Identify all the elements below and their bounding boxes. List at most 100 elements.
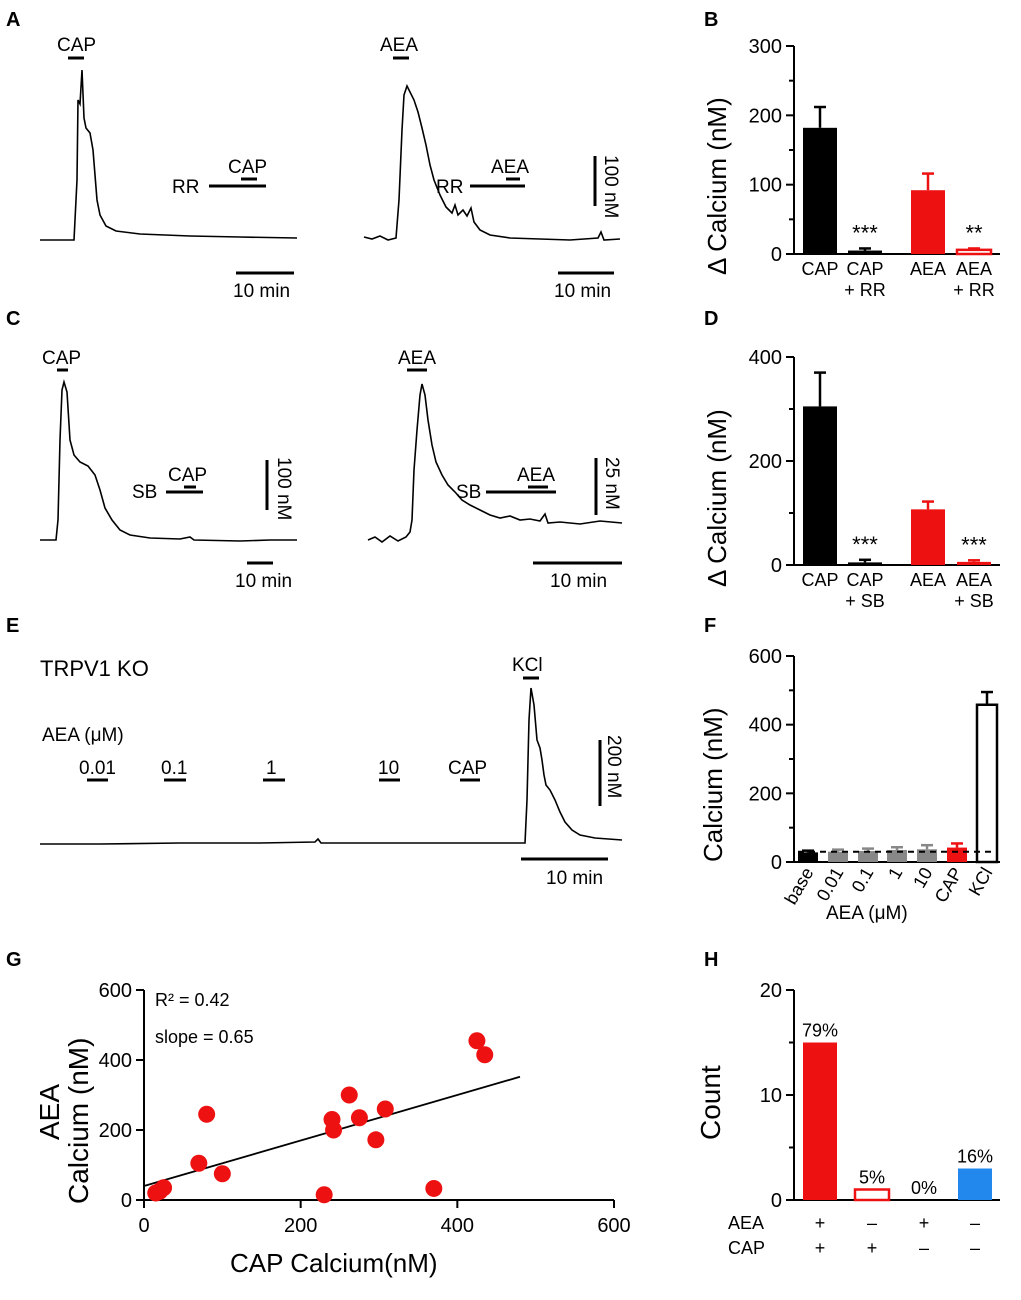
y-tick-label: 200 [99,1120,132,1142]
amplitude-scale-label: 200 nM [603,735,624,798]
scatter-point [325,1121,343,1139]
y-tick-label: 0 [771,555,782,577]
aea-sign: + [815,1213,826,1233]
y-tick-label: 0 [771,1190,782,1212]
panel-e-trace: TRPV1 KO AEA (μM) 0.01 0.1 1 10 CAP KCl … [40,655,624,889]
y-axis-label: Count [695,1065,726,1140]
category-label: base [781,864,818,908]
y-axis-label: Δ Calcium (nM) [702,409,732,587]
row-label-cap: CAP [728,1238,765,1258]
x-tick-label: 200 [284,1215,317,1237]
y-tick-label: 400 [749,347,782,369]
percent-label: 79% [802,1021,838,1041]
drug-label: AEA [380,35,418,56]
y-tick-label: 200 [749,105,782,127]
category-label: CAP [801,259,838,279]
bar [858,851,878,862]
r-squared-label: R² = 0.42 [155,990,230,1010]
category-label: 1 [884,864,906,883]
blocker-label: RR [172,177,199,198]
dose-label: 0.01 [79,758,116,779]
category-label: CAP [801,570,838,590]
y-axis-label-line1: AEA [34,1084,65,1140]
bar [803,127,837,254]
y-tick-label: 0 [121,1190,132,1212]
time-scale-label: 10 min [550,571,607,592]
calcium-trace [40,69,298,241]
scatter-point [198,1105,216,1123]
x-tick-label: 0 [138,1215,149,1237]
ko-title: TRPV1 KO [40,656,149,681]
y-tick-label: 10 [760,1085,782,1107]
bar [911,190,945,254]
bar [798,852,818,862]
panel-label-a: A [6,9,20,31]
scatter-point [155,1179,173,1197]
panel-label-h: H [704,949,718,971]
significance-label: *** [852,220,878,245]
panel-label-b: B [704,9,718,31]
y-tick-label: 400 [749,715,782,737]
category-label-line2: + SB [845,591,885,611]
kcl-label: KCl [512,655,543,676]
time-scale-label: 10 min [235,571,292,592]
blocker-label: SB [456,482,481,503]
panel-h-chart: 0 10 20 79% + +5% – +0% + – 16% – – Count AEA CAP [695,980,1000,1258]
percent-label: 16% [957,1147,993,1167]
y-tick-label: 200 [749,783,782,805]
drug2-label: CAP [228,157,267,178]
bar [848,562,882,565]
panel-label-c: C [6,308,20,330]
category-label: 0.1 [848,864,878,896]
y-tick-label: 20 [760,980,782,1002]
bar [848,250,882,254]
drug2-label: AEA [517,465,555,486]
calcium-trace [40,378,297,542]
time-scale-label: 10 min [233,281,290,302]
dose-label: 0.1 [161,758,187,779]
y-tick-label: 600 [99,980,132,1002]
percent-label: 0% [911,1178,937,1198]
scatter-point [468,1032,486,1050]
panel-label-g: G [6,949,22,971]
blocker-label: RR [436,177,463,198]
drug2-label: AEA [491,157,529,178]
scatter-point [367,1131,385,1149]
aea-sign: – [867,1213,877,1233]
blocker-label: SB [132,482,157,503]
aea-sign: – [970,1213,980,1233]
bar [958,1168,992,1200]
bar [803,1042,837,1200]
category-label: CAP [846,259,883,279]
cap-sign: + [867,1238,878,1258]
category-label: AEA [910,570,946,590]
dose-label: 10 [378,758,399,779]
bar [957,561,991,565]
scatter-point [315,1186,333,1204]
x-axis-label: CAP Calcium(nM) [230,1248,438,1278]
panel-a-right-trace: AEA RR AEA 100 nM 10 min [363,35,621,302]
drug-label: CAP [57,35,96,56]
y-tick-label: 0 [771,852,782,874]
aea-dose-heading: AEA (μM) [42,725,124,746]
drug-label: AEA [398,348,436,369]
amplitude-scale-label: 100 nM [600,155,621,218]
bar [975,703,999,864]
amplitude-scale-label: 25 nM [601,457,622,510]
time-scale-label: 10 min [546,868,603,889]
calcium-trace [367,383,623,543]
bar [911,509,945,565]
significance-label: *** [961,532,987,557]
row-label-aea: AEA [728,1213,764,1233]
scatter-point [213,1165,231,1183]
category-label: AEA [956,259,992,279]
category-label: AEA [956,570,992,590]
calcium-trace [363,83,621,241]
y-tick-label: 100 [749,175,782,197]
y-tick-label: 400 [99,1050,132,1072]
bar [803,406,837,565]
percent-label: 5% [859,1168,885,1188]
